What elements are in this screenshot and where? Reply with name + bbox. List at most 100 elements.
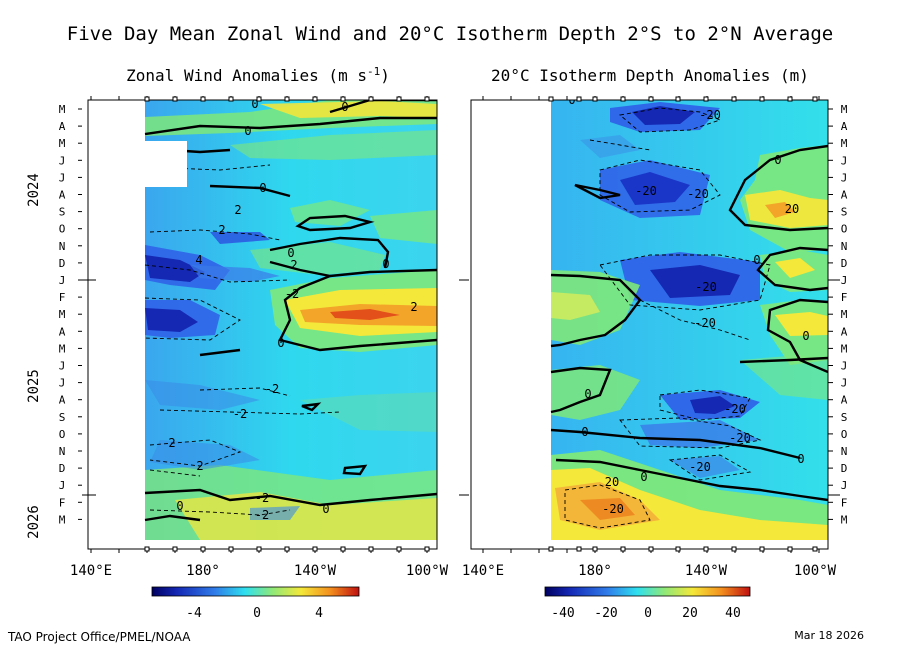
month-label: J <box>841 479 848 492</box>
buoy-marker <box>648 546 654 552</box>
contour-label: 0 <box>259 181 266 195</box>
buoy-marker <box>284 96 290 102</box>
month-label: J <box>59 171 66 184</box>
month-label: S <box>841 206 848 219</box>
month-label: D <box>841 462 848 475</box>
month-label: D <box>841 257 848 270</box>
contour-label: 4 <box>195 253 202 267</box>
buoy-marker <box>703 96 709 102</box>
buoy-marker <box>172 96 178 102</box>
right-xtick-140E: 140°E <box>462 563 504 579</box>
contour-label: 0 <box>581 425 588 439</box>
contour-label: 0 <box>277 336 284 350</box>
buoy-marker <box>200 546 206 552</box>
year-label-2025: 2025 <box>26 369 42 403</box>
contour-label: -20 <box>689 460 711 474</box>
contour-label: -20 <box>724 402 746 416</box>
contour-label: -2 <box>285 287 299 301</box>
contour-label: 2 <box>196 459 203 473</box>
contour-label: -2 <box>265 382 279 396</box>
contour-label: 0 <box>382 257 389 271</box>
contour-label: -20 <box>602 502 624 516</box>
month-label: O <box>59 223 66 236</box>
contour-label: -20 <box>729 431 751 445</box>
buoy-marker <box>759 96 765 102</box>
buoy-marker <box>787 546 793 552</box>
contour-label: 20 <box>785 202 799 216</box>
contour-label: -20 <box>694 316 716 330</box>
month-label: S <box>59 411 66 424</box>
depth-colorbar-tick: -40 <box>551 606 574 621</box>
month-label: J <box>841 377 848 390</box>
month-label: N <box>841 240 848 253</box>
depth-colorbar-tick: 40 <box>725 606 741 621</box>
contour-label: 0 <box>774 153 781 167</box>
contour-label: 0 <box>797 452 804 466</box>
buoy-marker <box>620 96 626 102</box>
contour-label: 0 <box>244 124 251 138</box>
buoy-marker <box>228 546 234 552</box>
month-label: A <box>59 394 66 407</box>
month-label: O <box>841 428 848 441</box>
contour-label: 2 <box>234 203 241 217</box>
buoy-marker <box>620 546 626 552</box>
month-label: D <box>59 462 66 475</box>
buoy-marker <box>812 546 818 552</box>
year-label-2026: 2026 <box>26 505 42 539</box>
buoy-marker <box>228 96 234 102</box>
month-label: J <box>841 274 848 287</box>
contour-label: 0 <box>584 387 591 401</box>
buoy-marker <box>368 546 374 552</box>
buoy-marker <box>340 546 346 552</box>
buoy-marker <box>648 96 654 102</box>
buoy-marker <box>576 546 582 552</box>
month-label: J <box>841 171 848 184</box>
contour-label: 2 <box>410 300 417 314</box>
right-xtick-180: 180° <box>578 563 612 579</box>
buoy-marker <box>548 546 554 552</box>
month-label: F <box>59 496 66 509</box>
buoy-marker <box>731 546 737 552</box>
left-xtick-140W: 140°W <box>294 563 337 579</box>
right-xtick-140W: 140°W <box>685 563 728 579</box>
buoy-marker <box>368 96 374 102</box>
contour-label: 2 <box>168 436 175 450</box>
month-label: M <box>59 308 66 321</box>
contour-label: 0 <box>287 246 294 260</box>
wind-colorbar-tick: -4 <box>186 606 202 621</box>
wind-colorbar-tick: 0 <box>253 606 261 621</box>
credit-text: TAO Project Office/PMEL/NOAA <box>7 630 191 644</box>
wind-colorbar <box>151 586 360 597</box>
month-label: J <box>841 154 848 167</box>
month-label: M <box>841 342 848 355</box>
contour-label: -2 <box>233 407 247 421</box>
contour-label: 0 <box>341 100 348 114</box>
month-label: J <box>841 360 848 373</box>
right-xtick-100W: 100°W <box>794 563 837 579</box>
buoy-marker <box>731 96 737 102</box>
buoy-marker <box>703 546 709 552</box>
axis-ticks <box>90 96 820 553</box>
contour-label: 0 <box>753 253 760 267</box>
contour-label: -20 <box>695 280 717 294</box>
month-label: N <box>59 445 66 458</box>
buoy-marker <box>675 546 681 552</box>
wind-colorbar-tick: 4 <box>315 606 323 621</box>
month-label: A <box>841 120 848 133</box>
month-label: J <box>59 377 66 390</box>
contour-label: -2 <box>255 491 269 505</box>
buoy-marker <box>200 96 206 102</box>
month-label: S <box>841 411 848 424</box>
month-label: N <box>841 445 848 458</box>
buoy-marker <box>424 546 430 552</box>
buoy-marker <box>340 96 346 102</box>
buoy-marker <box>424 96 430 102</box>
contour-label: 0 <box>802 329 809 343</box>
contour-label: 0 <box>640 470 647 484</box>
month-label: A <box>59 189 66 202</box>
buoy-marker <box>576 96 582 102</box>
left-panel-title: Zonal Wind Anomalies (m s-1) <box>126 65 390 85</box>
